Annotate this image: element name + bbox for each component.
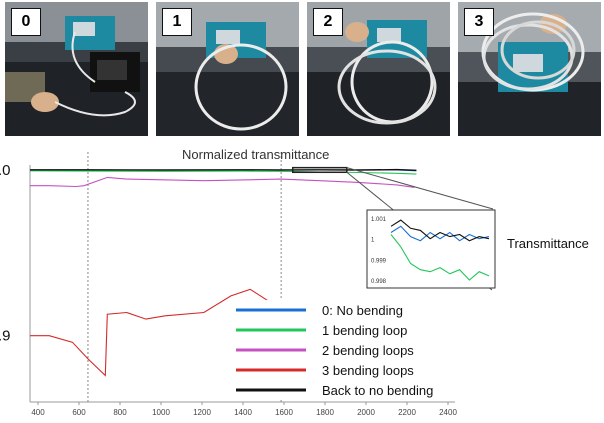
x-tick-label: 1200 bbox=[193, 408, 211, 417]
x-tick-label: 1600 bbox=[275, 408, 293, 417]
inset-y-tick-label: 0.998 bbox=[371, 279, 387, 285]
step-label: 0 bbox=[11, 8, 41, 36]
y-tick-label: .9 bbox=[0, 328, 11, 345]
photo-step-1: 1 bbox=[156, 2, 299, 136]
x-tick-label: 2200 bbox=[398, 408, 416, 417]
inset-y-tick-label: 1.001 bbox=[371, 217, 387, 223]
step-label: 1 bbox=[162, 8, 192, 36]
legend-label: 3 bending loops bbox=[322, 363, 414, 378]
inset-y-tick-label: 1 bbox=[371, 238, 375, 244]
series-line bbox=[30, 176, 415, 188]
inset-frame bbox=[366, 209, 496, 289]
step-label: 2 bbox=[313, 8, 343, 36]
transmittance-chart: 400 600 800 1000 1200 1400 1600 1800 2000 2200 240… bbox=[0, 147, 589, 417]
chart-title: Normalized transmittance bbox=[182, 147, 329, 162]
inset-y-tick-label: 0.999 bbox=[371, 258, 387, 264]
inset-annotation: Transmittance bbox=[507, 236, 589, 251]
inset-series-line bbox=[390, 219, 490, 242]
series-line bbox=[29, 170, 417, 175]
x-tick-label: 1800 bbox=[316, 408, 334, 417]
legend-label: Back to no bending bbox=[322, 383, 433, 398]
x-tick-label: 1400 bbox=[234, 408, 252, 417]
photo-step-0: 0 bbox=[5, 2, 148, 136]
photo-step-2: 2 bbox=[307, 2, 450, 136]
series-line bbox=[30, 168, 417, 171]
photo-image bbox=[156, 2, 299, 136]
x-tick-label: 600 bbox=[72, 408, 86, 417]
step-label: 3 bbox=[464, 8, 494, 36]
x-tick-label: 800 bbox=[113, 408, 127, 417]
x-axis-ticks: 400 600 800 1000 1200 1400 1600 1800 2000 2200 240… bbox=[31, 402, 457, 417]
x-tick-label: 400 bbox=[31, 408, 45, 417]
zoom-rectangle bbox=[291, 166, 348, 174]
x-tick-label: 1000 bbox=[152, 408, 170, 417]
x-tick-label: 2000 bbox=[357, 408, 375, 417]
y-axis-ticks: .0 .9 bbox=[0, 162, 11, 345]
inset-plot: 1.001 1 0.999 0.998 bbox=[366, 209, 496, 289]
photo-step-3: 3 bbox=[458, 2, 601, 136]
inset-series-line bbox=[390, 234, 490, 281]
x-tick-label: 2400 bbox=[439, 408, 457, 417]
legend-label: 2 bending loops bbox=[322, 343, 414, 358]
y-tick-label: .0 bbox=[0, 162, 11, 179]
legend-label: 0: No bending bbox=[322, 303, 403, 318]
zoom-connector bbox=[346, 167, 494, 210]
legend: 0: No bending 1 bending loop 2 bending loo… bbox=[232, 300, 457, 400]
legend-label: 1 bending loop bbox=[322, 323, 407, 338]
photo-image bbox=[5, 2, 148, 136]
inset-series-line bbox=[390, 225, 490, 242]
